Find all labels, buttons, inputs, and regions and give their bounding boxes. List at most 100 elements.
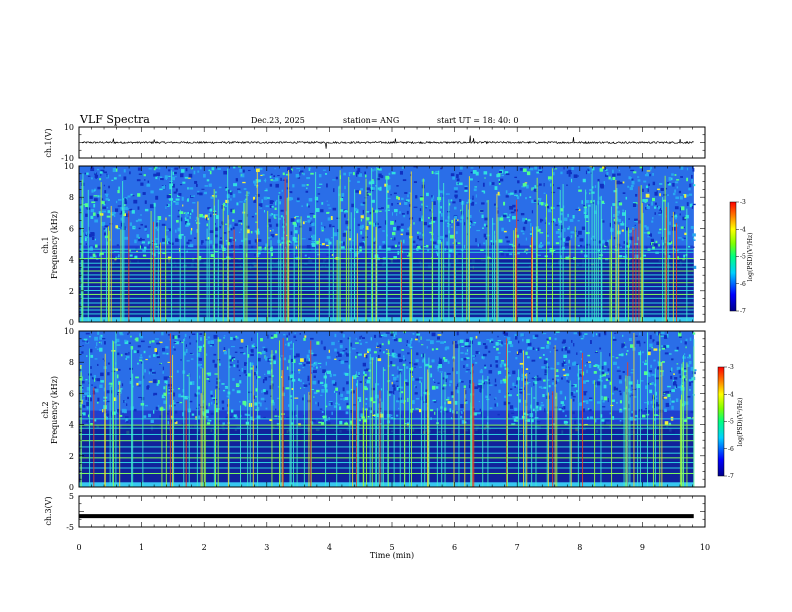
spectrogram-cell	[651, 347, 653, 349]
spectrogram-cell	[377, 383, 380, 386]
spectrogram-cell	[213, 335, 217, 339]
spectrogram-cell	[396, 195, 399, 200]
spectrogram-cell	[628, 381, 633, 385]
spectrogram-cell	[683, 400, 686, 405]
spectrogram-cell	[139, 335, 144, 339]
spectrogram-sferic	[131, 348, 133, 487]
spectrogram-cell	[405, 232, 410, 236]
spectrogram-cell	[432, 241, 437, 245]
spectrogram-cell	[299, 387, 302, 389]
spectrogram-cell	[166, 229, 169, 232]
spectrogram-cell	[321, 202, 324, 205]
spectrogram-cell	[516, 351, 518, 354]
spectrogram-cell	[251, 420, 254, 423]
spectrogram-cell	[205, 338, 208, 341]
spectrogram-cell	[641, 414, 646, 418]
spectrogram-cell	[223, 232, 227, 234]
spectrogram-cell	[224, 205, 228, 207]
spectrogram-cell	[480, 369, 483, 372]
spectrogram-cell	[612, 356, 615, 358]
spectrogram-cell	[573, 174, 578, 178]
spectrogram-cell	[168, 198, 170, 200]
spectrogram-cell	[344, 185, 346, 190]
spectrogram-cell	[685, 338, 688, 342]
spectrogram-cell	[517, 180, 520, 184]
spectrogram-cell	[347, 337, 350, 340]
spectrogram-sferic	[387, 390, 389, 487]
ch1-colorbar-tick-label: -4	[740, 226, 746, 233]
spectrogram-cell	[419, 208, 422, 211]
spectrogram-cell	[692, 332, 696, 335]
spectrogram-cell	[280, 196, 282, 199]
spectrogram-cell	[163, 392, 167, 396]
spectrogram-cell	[494, 384, 497, 387]
spectrogram-cell	[587, 204, 591, 207]
spectrogram-cell	[378, 245, 382, 249]
spectrogram-cell	[219, 240, 223, 244]
spectrogram-cell	[270, 235, 272, 238]
spectrogram-cell	[146, 385, 150, 390]
spectrogram-sferic	[523, 350, 525, 487]
spectrogram-cell	[477, 181, 480, 183]
spectrogram-cell	[453, 206, 457, 210]
spectrogram-cell	[187, 187, 189, 190]
spectrogram-cell	[613, 336, 615, 341]
spectrogram-cell	[339, 331, 344, 333]
spectrogram-cell	[399, 369, 403, 371]
spectrogram-cell	[312, 236, 316, 241]
spectrogram-cell	[401, 349, 404, 351]
spectrogram-cell	[320, 422, 325, 426]
spectrogram-cell	[693, 184, 696, 187]
spectrogram-cell	[103, 227, 105, 230]
spectrogram-cell	[612, 203, 616, 206]
spectrogram-cell	[526, 171, 531, 176]
spectrogram-cell	[97, 186, 102, 190]
spectrogram-cell	[177, 194, 180, 198]
spectrogram-cell	[423, 221, 428, 226]
spectrogram-cell	[103, 387, 106, 392]
spectrogram-cell	[634, 224, 636, 226]
spectrogram-cell	[666, 182, 670, 184]
spectrogram-cell	[598, 241, 602, 244]
spectrogram-sferic	[328, 239, 330, 322]
spectrogram-cell	[653, 359, 656, 362]
spectrogram-cell	[311, 370, 313, 372]
spectrogram-cell	[334, 249, 337, 254]
spectrogram-cell	[236, 384, 240, 386]
spectrogram-cell	[275, 331, 278, 334]
spectrogram-cell	[564, 217, 568, 222]
spectrogram-cell	[596, 401, 601, 404]
spectrogram-hum-line	[79, 440, 694, 442]
spectrogram-sferic	[217, 199, 219, 322]
spectrogram-cell	[175, 188, 178, 192]
spectrogram-cell	[276, 397, 281, 399]
spectrogram-cell	[426, 192, 429, 197]
spectrogram-cell	[469, 337, 473, 340]
spectrogram-cell	[656, 402, 659, 406]
spectrogram-cell	[366, 187, 371, 191]
spectrogram-cell	[79, 227, 82, 230]
spectrogram-cell	[263, 210, 266, 213]
spectrogram-cell	[404, 200, 408, 202]
spectrogram-cell	[123, 400, 125, 403]
spectrogram-cell	[116, 344, 121, 346]
spectrogram-cell	[233, 166, 236, 169]
spectrogram-cell	[447, 396, 450, 401]
spectrogram-cell	[289, 348, 293, 350]
spectrogram-cell	[89, 348, 93, 353]
spectrogram-cell	[340, 197, 344, 202]
spectrogram-cell	[206, 179, 210, 182]
spectrogram-cell	[162, 371, 164, 374]
spectrogram-sferic	[200, 393, 202, 487]
spectrogram-cell	[301, 205, 303, 207]
spectrogram-cell	[139, 359, 143, 362]
spectrogram-cell	[249, 367, 253, 370]
spectrogram-cell	[208, 169, 211, 172]
spectrogram-cell	[540, 347, 545, 349]
spectrogram-cell	[372, 187, 376, 190]
spectrogram-cell	[372, 414, 376, 416]
spectrogram-sferic	[672, 211, 674, 322]
spectrogram-cell	[636, 384, 640, 388]
spectrogram-cell	[668, 253, 672, 256]
spectrogram-cell	[502, 378, 507, 382]
